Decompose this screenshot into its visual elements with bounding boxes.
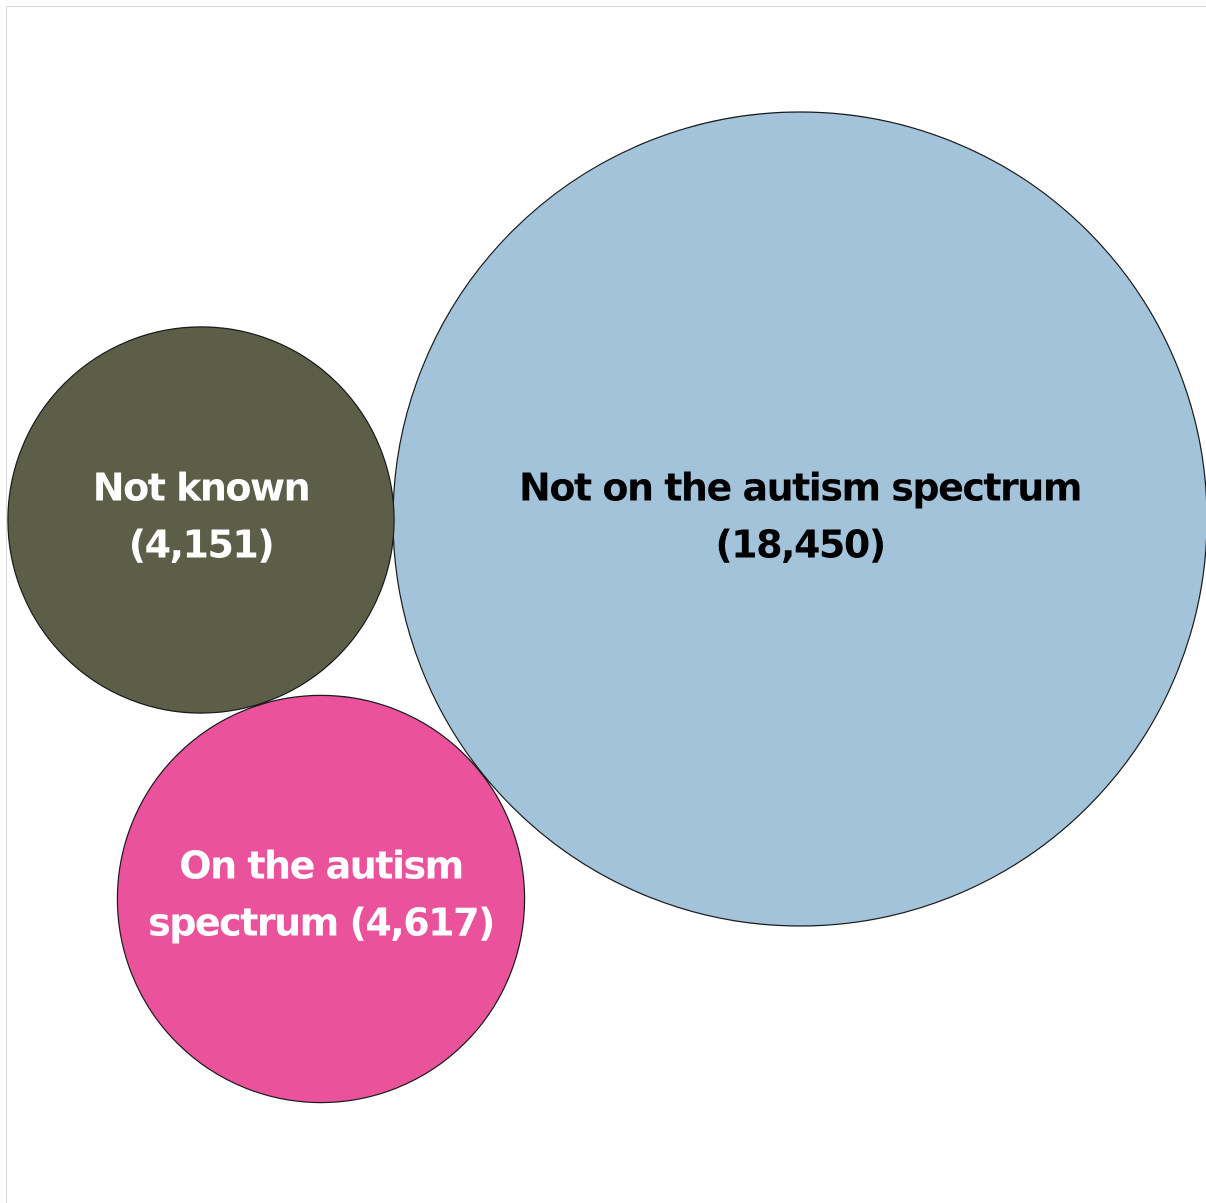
bubble-label-on-spectrum-line-2: spectrum (4,617) [148,901,494,945]
bubble-label-not-known-line-2: (4,151) [129,523,273,567]
bubble-group-not-on-spectrum: Not on the autism spectrum (18,450) [392,111,1206,927]
bubbles-layer: Not on the autism spectrum (18,450) Not kn… [7,111,1206,1104]
bubble-label-on-spectrum-line-1: On the autism [179,844,462,888]
chart-frame [6,6,1206,1203]
bubble-group-on-spectrum: On the autism spectrum (4,617) [116,694,526,1104]
bubble-on-spectrum [116,694,526,1104]
bubble-not-on-spectrum [392,111,1206,927]
bubble-group-not-known: Not known (4,151) [7,326,395,714]
bubble-not-known [7,326,395,714]
bubble-label-not-known-line-1: Not known [93,466,309,510]
bubble-label-not-on-spectrum-line-1: Not on the autism spectrum [519,466,1081,510]
bubble-label-not-on-spectrum-line-2: (18,450) [715,523,884,567]
